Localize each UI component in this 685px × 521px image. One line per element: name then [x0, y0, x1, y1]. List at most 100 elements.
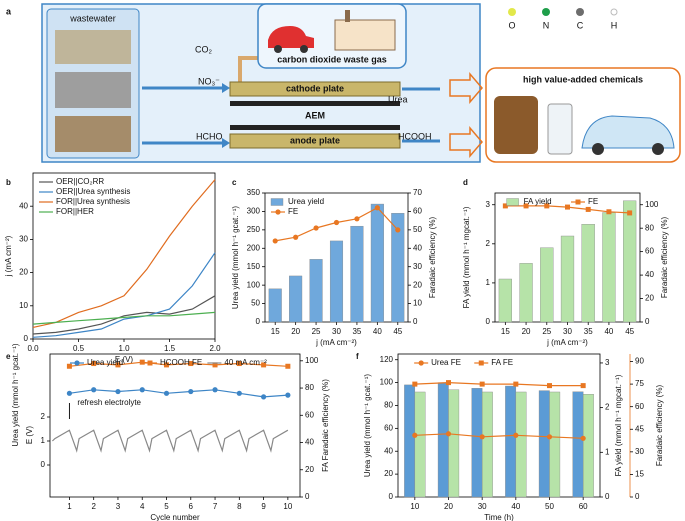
- wheel: [300, 45, 308, 53]
- bar: [481, 391, 493, 498]
- panel-letter: e: [6, 352, 11, 361]
- series-line: [414, 381, 584, 387]
- bar: [448, 389, 460, 498]
- products-label: high value-added chemicals: [523, 74, 643, 84]
- y-axis-label: Urea yield (mmol h⁻¹ gcat.⁻¹): [363, 374, 372, 477]
- legend-marker: [478, 360, 484, 366]
- soil-icon: [55, 116, 131, 152]
- y-tick-label: 30: [19, 235, 28, 244]
- y2-axis-label: FA Faradaic efficiency (%): [321, 379, 330, 472]
- legend-label: FE: [288, 207, 298, 216]
- legend-label: HCOOH FE: [160, 358, 202, 367]
- y-tick-label: 0: [486, 317, 491, 326]
- legend-label: FE: [588, 197, 598, 206]
- y3-axis-label: E (V): [25, 426, 34, 445]
- x-tick-label: 35: [584, 327, 593, 336]
- x-tick-label: 3: [116, 502, 121, 511]
- y2-tick-label: 0: [413, 317, 418, 326]
- marker: [445, 431, 452, 437]
- y3-tick-label: 30: [635, 447, 644, 456]
- x-tick-label: 45: [625, 327, 634, 336]
- marker: [580, 435, 586, 441]
- x-tick-label: 2.0: [209, 344, 221, 353]
- legend-label: OER||CO₂RR: [56, 177, 104, 186]
- x-tick-label: 60: [579, 502, 588, 511]
- y-tick-label: 100: [247, 280, 261, 289]
- y-tick-label: 1: [486, 278, 491, 287]
- legend-marker: [147, 360, 153, 366]
- marker: [446, 380, 451, 386]
- bar: [414, 391, 426, 498]
- bar: [437, 382, 449, 498]
- y3-tick-label: 15: [635, 470, 644, 479]
- arrow: [449, 125, 483, 159]
- bar: [560, 235, 575, 323]
- x-tick-label: 0.0: [27, 344, 39, 353]
- series-line: [69, 389, 288, 398]
- x-tick-label: 1.0: [118, 344, 130, 353]
- y-axis-label: FA yield (mmol h⁻¹ mgcat.⁻¹): [462, 206, 471, 308]
- legend-label: OER||Urea synthesis: [56, 187, 130, 196]
- x-tick-label: 0.5: [73, 344, 85, 353]
- x-tick-label: 10: [410, 502, 419, 511]
- bar: [329, 240, 344, 323]
- panel-letter: c: [232, 178, 237, 187]
- y2-axis-label: FA yield (mmol h⁻¹ mgcat.⁻¹): [614, 374, 623, 476]
- plot-frame: [49, 353, 301, 498]
- y3-tick-label: 90: [635, 357, 644, 366]
- marker: [627, 210, 633, 216]
- y2-tick-label: 20: [413, 280, 422, 289]
- legend-label: FOR||HER: [56, 207, 94, 216]
- marker: [66, 390, 73, 396]
- legend-swatch: [506, 198, 519, 206]
- aem-label: AEM: [305, 110, 325, 120]
- x-tick-label: 2: [91, 502, 96, 511]
- y-tick-label: 10: [19, 301, 28, 310]
- y2-tick-label: 10: [413, 299, 422, 308]
- marker: [260, 394, 267, 400]
- membrane: [230, 125, 400, 130]
- wheel: [652, 143, 664, 155]
- marker: [479, 434, 485, 440]
- series-line: [69, 361, 288, 367]
- x-tick-label: 1: [67, 502, 72, 511]
- x-tick-label: 45: [393, 327, 402, 336]
- marker: [212, 387, 218, 393]
- y-tick-label: 350: [247, 188, 261, 197]
- atom-o: [508, 8, 516, 16]
- marker: [523, 203, 529, 209]
- y2-tick-label: 40: [305, 438, 314, 447]
- marker: [285, 392, 291, 398]
- x-tick-label: 8: [237, 502, 242, 511]
- x-tick-label: 10: [283, 502, 292, 511]
- membrane: [230, 101, 400, 106]
- x-tick-label: 40: [604, 327, 613, 336]
- y-tick-label: 300: [247, 207, 261, 216]
- factory-icon: [334, 19, 396, 51]
- marker: [544, 203, 550, 209]
- series-line: [32, 252, 216, 338]
- bar: [404, 384, 416, 498]
- marker: [412, 432, 418, 438]
- marker: [261, 362, 267, 368]
- marker: [333, 219, 340, 226]
- hcho-label: HCHO: [196, 131, 223, 141]
- arrow: [449, 71, 483, 105]
- x-tick-label: 9: [261, 502, 266, 511]
- bar: [572, 391, 584, 498]
- y-tick-label: 20: [19, 268, 28, 277]
- marker: [285, 363, 291, 369]
- marker: [546, 434, 553, 440]
- legend-marker: [418, 360, 424, 366]
- x-tick-label: 40: [373, 327, 382, 336]
- marker: [580, 383, 586, 389]
- marker: [139, 387, 145, 393]
- y3-tick-label: 0: [41, 460, 46, 469]
- bar: [549, 391, 561, 498]
- bar: [268, 288, 282, 323]
- anode-plate: [229, 133, 401, 149]
- marker: [236, 361, 242, 367]
- bottle-icon: [547, 103, 573, 155]
- sewer-icon: [55, 72, 131, 108]
- bar: [623, 200, 637, 323]
